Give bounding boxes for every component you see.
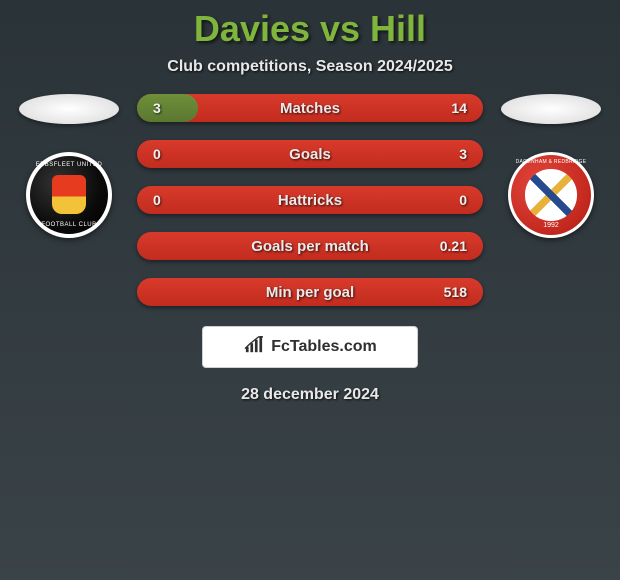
stat-label: Min per goal [137, 284, 483, 301]
right-crest-text-bottom: 1992 [511, 222, 591, 229]
left-column: EBBSFLEET UNITED FOOTBALL CLUB [19, 94, 119, 238]
chart-icon [243, 336, 265, 359]
stat-right-value: 0.21 [440, 232, 467, 260]
subtitle: Club competitions, Season 2024/2025 [0, 58, 620, 76]
stat-row: 0Goals3 [137, 140, 483, 168]
left-crest-text-top: EBBSFLEET UNITED [30, 162, 108, 168]
stat-right-value: 3 [459, 140, 467, 168]
main-row: EBBSFLEET UNITED FOOTBALL CLUB 3Matches1… [0, 94, 620, 306]
stat-label: Hattricks [137, 192, 483, 209]
date-label: 28 december 2024 [0, 386, 620, 404]
stats-list: 3Matches140Goals30Hattricks0Goals per ma… [137, 94, 483, 306]
stat-label: Goals per match [137, 238, 483, 255]
stat-row: 0Hattricks0 [137, 186, 483, 214]
left-player-silhouette [19, 94, 119, 124]
left-crest-text-bottom: FOOTBALL CLUB [30, 222, 108, 228]
stat-row: Goals per match0.21 [137, 232, 483, 260]
stat-right-value: 14 [451, 94, 467, 122]
brand-label: FcTables.com [271, 338, 377, 356]
comparison-widget: Davies vs Hill Club competitions, Season… [0, 0, 620, 404]
right-column: DAGENHAM & REDBRIDGE 1992 [501, 94, 601, 238]
brand-badge[interactable]: FcTables.com [202, 326, 418, 368]
page-title: Davies vs Hill [0, 8, 620, 50]
right-crest-text-top: DAGENHAM & REDBRIDGE [511, 159, 591, 165]
stat-right-value: 0 [459, 186, 467, 214]
stat-label: Goals [137, 146, 483, 163]
stat-row: Min per goal518 [137, 278, 483, 306]
stat-label: Matches [137, 100, 483, 117]
stat-right-value: 518 [444, 278, 467, 306]
stat-row: 3Matches14 [137, 94, 483, 122]
right-club-crest: DAGENHAM & REDBRIDGE 1992 [508, 152, 594, 238]
left-club-crest: EBBSFLEET UNITED FOOTBALL CLUB [26, 152, 112, 238]
right-player-silhouette [501, 94, 601, 124]
